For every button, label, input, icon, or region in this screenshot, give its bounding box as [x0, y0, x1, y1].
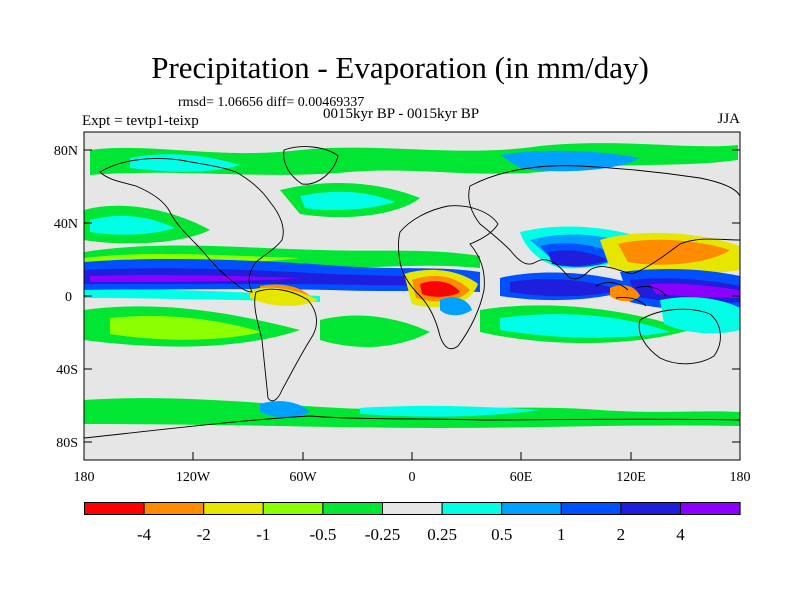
- map-panel: 80N 40N 0 40S 80S 180 120W 60W 0 60E 120…: [54, 131, 751, 485]
- contour-sind-cyan: [500, 314, 670, 338]
- ytick-label-80s: 80S: [56, 436, 78, 451]
- contour-atlantic-north-cyan: [300, 191, 395, 210]
- colorbar-box-8: [560, 502, 622, 515]
- y-axis-ticks: [84, 149, 740, 443]
- colorbar-box-6: [441, 502, 503, 515]
- greenland-outline: [283, 146, 339, 185]
- colorbar-box-10: [680, 502, 741, 515]
- colorbar-label-7: 1: [557, 525, 566, 544]
- contour-epac-yellow: [250, 287, 318, 306]
- colorbar-box-0: [84, 502, 145, 515]
- antarctica-outline: [84, 415, 740, 439]
- colorbar-box-4: [322, 502, 383, 515]
- contour-australia-cyan: [660, 297, 740, 334]
- colorbar: -4 -2 -1 -0.5 -0.25 0.25 0.5 1 2 4: [84, 502, 741, 544]
- colorbar-label-6: 0.5: [491, 525, 512, 544]
- contour-npac-cyan: [90, 215, 175, 235]
- xtick-label-0: 0: [409, 470, 416, 485]
- colorbar-box-1: [143, 502, 205, 515]
- experiment-label: Expt = tevtp1-teixp: [82, 113, 199, 129]
- xtick-label-120e: 120E: [616, 470, 646, 485]
- colorbar-box-3: [262, 502, 324, 515]
- season-label: JJA: [717, 111, 740, 127]
- colorbar-label-9: 4: [676, 525, 685, 544]
- colorbar-box-7: [501, 502, 562, 515]
- plot-title: Precipitation - Evaporation (in mm/day): [151, 50, 649, 85]
- xtick-label-60w: 60W: [289, 470, 317, 485]
- ytick-label-40n: 40N: [54, 217, 78, 232]
- colorbar-label-2: -1: [256, 525, 270, 544]
- x-axis-ticks: [83, 452, 741, 460]
- xtick-label-180e: 180: [730, 470, 751, 485]
- colorbar-label-5: 0.25: [427, 525, 457, 544]
- xtick-label-60e: 60E: [510, 470, 533, 485]
- colorbar-labels: -4 -2 -1 -0.5 -0.25 0.25 0.5 1 2 4: [137, 525, 685, 544]
- contour-satl-green: [320, 315, 430, 347]
- ytick-label-0: 0: [65, 290, 72, 305]
- colorbar-label-3: -0.5: [309, 525, 336, 544]
- asia-outline: [468, 165, 740, 280]
- contour-indian-ocean-navy: [510, 279, 620, 297]
- period-label: 0015kyr BP - 0015kyr BP: [323, 106, 480, 122]
- xtick-label-120w: 120W: [176, 470, 211, 485]
- contour-arctic-blue: [500, 150, 640, 172]
- contour-drake-blue: [260, 401, 310, 418]
- xtick-label-180w: 180: [74, 470, 95, 485]
- contour-africa-wet: [440, 297, 472, 316]
- contour-monsoon-navy: [548, 250, 608, 267]
- australia-outline: [638, 308, 721, 365]
- contour-spac-lime: [110, 315, 262, 340]
- contour-wpac-purple: [650, 283, 740, 298]
- colorbar-label-4: -0.25: [365, 525, 400, 544]
- maritime-continent-outline: [595, 282, 667, 307]
- colorbar-label-0: -4: [137, 525, 152, 544]
- north-america-outline: [99, 158, 284, 293]
- colorbar-boxes: [84, 502, 741, 515]
- south-america-outline: [254, 288, 317, 402]
- contour-maritime-orange: [610, 285, 640, 302]
- ytick-label-40s: 40S: [56, 363, 78, 378]
- colorbar-box-9: [620, 502, 682, 515]
- stats-label: rmsd= 1.06656 diff= 0.00469337: [178, 95, 365, 110]
- contour-so-cyan: [360, 405, 540, 417]
- colorbar-label-8: 2: [617, 525, 626, 544]
- coastlines: [84, 146, 740, 439]
- europe-africa-outline: [398, 205, 499, 350]
- ytick-label-80n: 80N: [54, 144, 78, 159]
- contour-nwpac-orange: [618, 239, 730, 265]
- colorbar-label-1: -2: [197, 525, 211, 544]
- contour-fields: [84, 143, 740, 428]
- colorbar-box-5: [382, 502, 443, 515]
- colorbar-box-2: [203, 502, 264, 515]
- contour-itcz-purple: [90, 275, 300, 282]
- contour-africa-red: [420, 281, 460, 297]
